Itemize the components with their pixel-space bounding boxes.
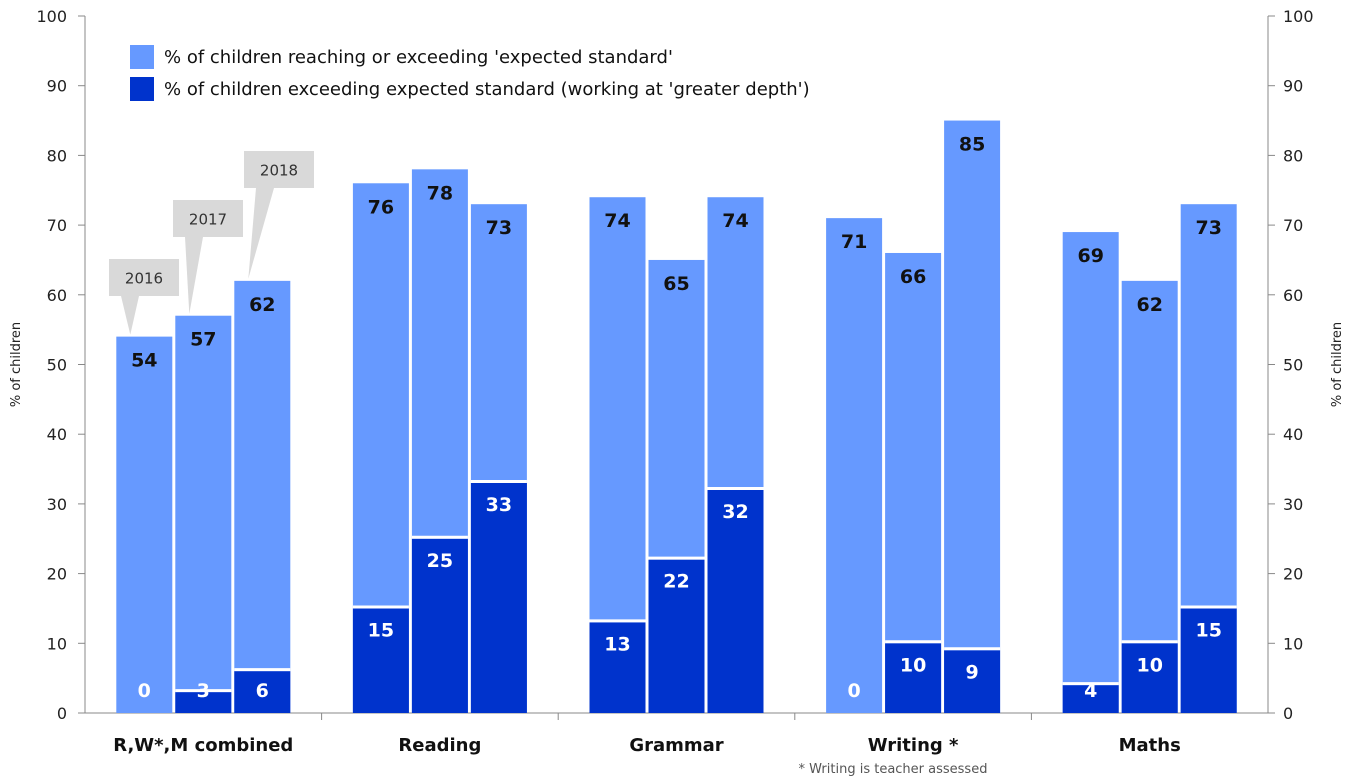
y-tick-label-left: 40: [47, 425, 67, 444]
bar-expected-standard: [175, 315, 232, 713]
callout-year-label: 2017: [189, 211, 227, 229]
callout-box: [109, 259, 179, 296]
y-tick-label-left: 30: [47, 495, 67, 514]
value-label-expected: 76: [368, 196, 394, 218]
y-axis-title-left: % of children: [9, 322, 24, 407]
value-label-expected: 65: [663, 273, 689, 295]
y-tick-label-right: 0: [1283, 704, 1293, 723]
value-label-greater-depth: 4: [1084, 680, 1097, 702]
bar-greater-depth: [1062, 685, 1119, 713]
value-label-expected: 62: [249, 294, 275, 316]
bar-expected-standard: [944, 120, 1001, 714]
y-tick-label-right: 20: [1283, 565, 1303, 584]
legend-swatch: [130, 77, 154, 101]
y-tick-label-right: 60: [1283, 286, 1303, 305]
value-label-greater-depth: 3: [197, 680, 210, 702]
value-label-greater-depth: 22: [663, 571, 689, 593]
category-label: Maths: [1119, 735, 1181, 756]
callout-year-label: 2018: [260, 162, 298, 180]
bar-greater-depth: [411, 538, 468, 713]
value-label-greater-depth: 33: [486, 494, 512, 516]
y-tick-label-left: 60: [47, 286, 67, 305]
footnote: * Writing is teacher assessed: [799, 762, 988, 777]
y-tick-label-left: 50: [47, 356, 67, 375]
value-label-greater-depth: 15: [368, 619, 394, 641]
value-label-greater-depth: 0: [847, 680, 860, 702]
y-tick-label-right: 10: [1283, 634, 1303, 653]
category-label: R,W*,M combined: [113, 735, 293, 756]
value-label-greater-depth: 25: [427, 550, 453, 572]
bar-greater-depth: [175, 692, 232, 713]
bar-expected-standard: [234, 280, 291, 713]
value-label-expected: 66: [900, 266, 926, 288]
bar-greater-depth: [1121, 643, 1178, 713]
y-tick-label-left: 0: [57, 704, 67, 723]
value-label-expected: 73: [1195, 217, 1221, 239]
value-label-expected: 74: [722, 210, 748, 232]
category-label: Grammar: [629, 735, 723, 756]
year-callouts: 2016 2017 2018: [109, 151, 314, 335]
y-tick-label-left: 100: [36, 7, 67, 26]
value-label-greater-depth: 10: [1136, 654, 1162, 676]
legend-label: % of children exceeding expected standar…: [164, 79, 810, 100]
callout-pointer: [248, 188, 274, 279]
callout-pointer: [121, 296, 139, 335]
category-label: Reading: [398, 735, 481, 756]
bar-greater-depth: [470, 482, 527, 713]
bar-greater-depth: [234, 671, 291, 713]
y-tick-label-right: 100: [1283, 7, 1314, 26]
bar-greater-depth: [589, 622, 646, 713]
callout-box: [244, 151, 314, 188]
y-tick-label-left: 80: [47, 146, 67, 165]
y-tick-label-left: 90: [47, 77, 67, 96]
bar-expected-standard: [116, 336, 173, 713]
value-label-expected: 71: [841, 231, 867, 253]
bar-expected-standard: [826, 218, 883, 713]
value-label-greater-depth: 9: [965, 661, 978, 683]
value-label-expected: 54: [131, 350, 157, 372]
legend-label: % of children reaching or exceeding 'exp…: [164, 47, 673, 68]
value-label-expected: 85: [959, 134, 985, 156]
value-label-greater-depth: 32: [722, 501, 748, 523]
y-tick-label-right: 70: [1283, 216, 1303, 235]
y-tick-label-left: 20: [47, 565, 67, 584]
callout-year-label: 2016: [125, 270, 163, 288]
bar-greater-depth: [352, 608, 409, 713]
y-tick-label-left: 10: [47, 634, 67, 653]
y-tick-label-left: 70: [47, 216, 67, 235]
value-label-greater-depth: 0: [138, 680, 151, 702]
bar-greater-depth: [885, 643, 942, 713]
callout-pointer: [185, 237, 203, 314]
value-label-expected: 73: [486, 217, 512, 239]
value-label-greater-depth: 15: [1195, 619, 1221, 641]
y-tick-label-right: 80: [1283, 146, 1303, 165]
y-tick-label-right: 90: [1283, 77, 1303, 96]
value-label-greater-depth: 6: [256, 680, 269, 702]
bars: [116, 120, 1237, 714]
value-label-expected: 69: [1077, 245, 1103, 267]
bar-expected-standard: [885, 252, 942, 714]
legend: % of children reaching or exceeding 'exp…: [130, 45, 810, 101]
value-labels: 54 0 57 3 62 6 76 15 78 25 73 33 74 13 65 22 74 32 71 0 66 10…: [131, 134, 1222, 702]
value-label-expected: 62: [1136, 294, 1162, 316]
bar-greater-depth: [648, 559, 705, 713]
value-label-expected: 57: [190, 329, 216, 351]
legend-swatch: [130, 45, 154, 69]
bar-expected-standard: [1062, 232, 1119, 713]
value-label-expected: 78: [427, 182, 453, 204]
y-axis-title-right: % of children: [1330, 322, 1345, 407]
bar-greater-depth: [1180, 608, 1237, 713]
bar-greater-depth: [707, 489, 764, 713]
callout-box: [173, 200, 243, 237]
category-label: Writing *: [868, 735, 959, 756]
y-tick-label-right: 40: [1283, 425, 1303, 444]
y-tick-label-right: 50: [1283, 356, 1303, 375]
y-tick-label-right: 30: [1283, 495, 1303, 514]
bar-greater-depth: [944, 650, 1001, 713]
value-label-greater-depth: 13: [604, 633, 630, 655]
value-label-greater-depth: 10: [900, 654, 926, 676]
value-label-expected: 74: [604, 210, 630, 232]
